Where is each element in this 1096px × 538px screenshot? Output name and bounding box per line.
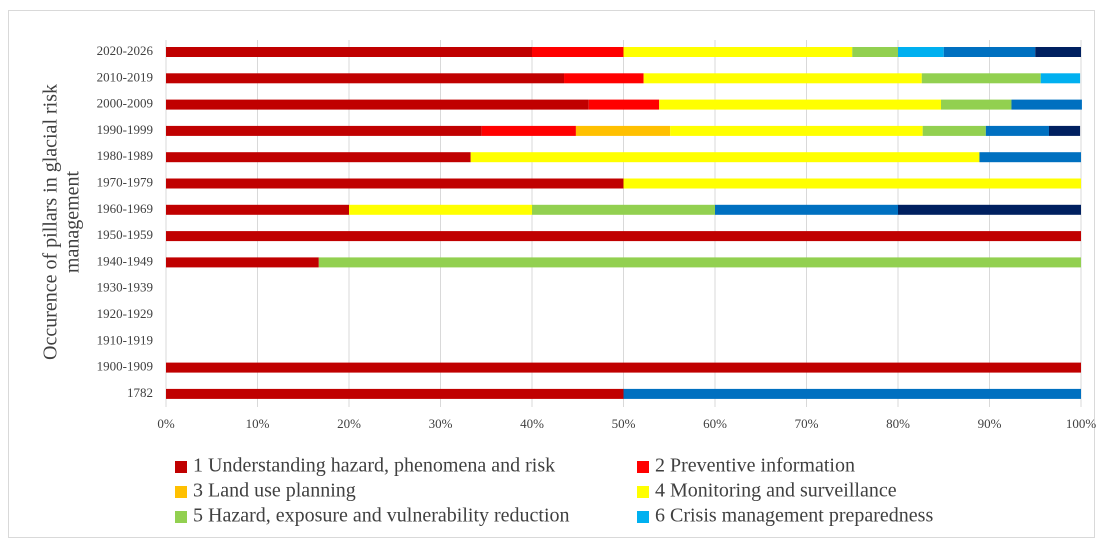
bar-segment	[349, 204, 532, 215]
y-tick-label: 1930-1939	[97, 280, 153, 295]
y-axis-title: Occurence of pillars in glacial risk man…	[40, 84, 84, 360]
legend-swatch	[175, 461, 187, 473]
bar-segment	[166, 257, 319, 268]
bar-segment	[670, 125, 923, 136]
legend-label: 2 Preventive information	[655, 455, 855, 477]
x-tick-label: 10%	[246, 416, 270, 431]
bar-segment	[481, 125, 576, 136]
chart-frame	[8, 10, 1095, 538]
bar-segment	[943, 47, 1036, 57]
bar-segment	[166, 178, 624, 189]
bar-segment	[166, 99, 589, 110]
y-axis-title-line: Occurence of pillars in glacial risk	[40, 84, 62, 360]
legend-label: 6 Crisis management preparedness	[655, 505, 933, 527]
bar-segment	[532, 47, 624, 57]
bar-segment	[898, 204, 1081, 215]
x-tick-label: 60%	[703, 416, 727, 431]
bar-segment	[166, 204, 349, 215]
bar-segment	[623, 47, 853, 57]
y-axis-title-line: management	[62, 170, 84, 273]
legend-swatch	[637, 461, 649, 473]
y-tick-label: 1990-1999	[97, 122, 153, 137]
bar-segment	[470, 152, 980, 163]
bar-segment	[166, 47, 532, 57]
legend-swatch	[175, 486, 187, 498]
x-tick-label: 50%	[612, 416, 636, 431]
y-tick-label: 2000-2009	[97, 96, 153, 111]
y-tick-label: 1940-1949	[97, 253, 153, 268]
x-tick-label: 100%	[1066, 416, 1096, 431]
bar-segment	[1011, 99, 1082, 110]
bar-segment	[166, 125, 482, 136]
bar-segment	[318, 257, 1081, 268]
bar-segment	[623, 178, 1081, 189]
legend-swatch	[637, 486, 649, 498]
legend-swatch	[637, 511, 649, 523]
legend-label: 5 Hazard, exposure and vulnerability red…	[193, 505, 570, 527]
bar-segment	[1040, 73, 1081, 84]
bar-segment	[166, 231, 1081, 242]
bar-segment	[166, 362, 1081, 373]
y-tick-label: 2010-2019	[97, 69, 153, 84]
bar-segment	[922, 125, 986, 136]
x-tick-label: 80%	[886, 416, 910, 431]
bar-segment	[715, 204, 898, 215]
bar-segment	[166, 152, 471, 163]
bar-segment	[985, 125, 1049, 136]
y-tick-label: 1980-1989	[97, 148, 153, 163]
bar-segment	[898, 47, 944, 57]
x-tick-label: 0%	[157, 416, 175, 431]
x-tick-label: 40%	[520, 416, 544, 431]
y-tick-label: 1950-1959	[97, 227, 153, 242]
y-tick-label: 1920-1929	[97, 306, 153, 321]
bar-segment	[643, 73, 922, 84]
legend-label: 3 Land use planning	[193, 480, 356, 502]
bar-segment	[532, 204, 715, 215]
bar-segment	[941, 99, 1012, 110]
bar-segment	[564, 73, 644, 84]
y-tick-label: 1970-1979	[97, 174, 153, 189]
y-tick-label: 2020-2026	[97, 43, 154, 58]
bar-segment	[623, 388, 1081, 399]
x-tick-label: 90%	[978, 416, 1002, 431]
legend-label: 1 Understanding hazard, phenomena and ri…	[193, 455, 555, 477]
bar-segment	[1035, 47, 1081, 57]
bar-segment	[659, 99, 942, 110]
bar-segment	[575, 125, 671, 136]
y-tick-label: 1782	[127, 385, 153, 400]
bar-segment	[166, 388, 624, 399]
x-tick-label: 30%	[429, 416, 453, 431]
bar-segment	[1048, 125, 1081, 136]
y-tick-label: 1960-1969	[97, 201, 153, 216]
x-tick-label: 20%	[337, 416, 361, 431]
legend-label: 4 Monitoring and surveillance	[655, 480, 897, 502]
legend-swatch	[175, 511, 187, 523]
bar-segment	[852, 47, 898, 57]
y-tick-label: 1910-1919	[97, 332, 153, 347]
bar-segment	[588, 99, 660, 110]
bar-segment	[166, 73, 565, 84]
y-tick-label: 1900-1909	[97, 359, 153, 374]
bar-segment	[979, 152, 1081, 163]
bar-segment	[921, 73, 1041, 84]
x-tick-label: 70%	[795, 416, 819, 431]
